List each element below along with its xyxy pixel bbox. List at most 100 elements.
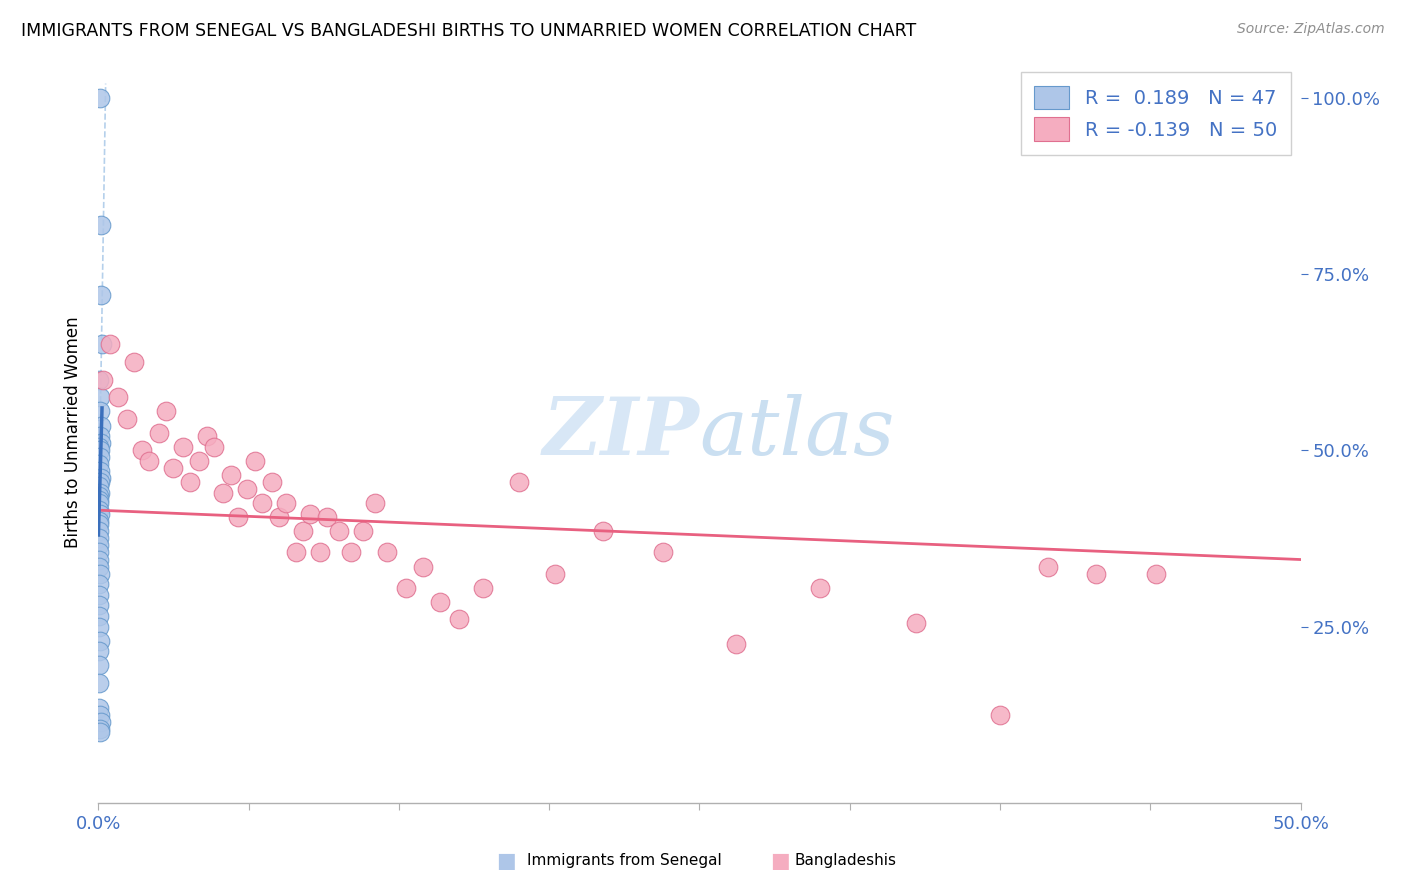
Point (89, 588, 111, 602)
Point (90, 436, 112, 450)
Point (87, 492, 110, 507)
Point (90, 418, 112, 433)
Point (179, 475, 201, 489)
Text: Source: ZipAtlas.com: Source: ZipAtlas.com (1237, 22, 1385, 37)
Point (340, 545, 363, 559)
Text: Immigrants from Senegal: Immigrants from Senegal (527, 854, 723, 868)
Point (89, 676, 111, 690)
Point (89, 722, 111, 736)
Point (124, 355, 146, 369)
Point (87, 577, 110, 591)
Text: atlas: atlas (700, 394, 894, 471)
Point (250, 496, 273, 510)
Point (87, 658, 110, 673)
Text: ZIP: ZIP (543, 394, 700, 471)
Point (89, 404, 111, 418)
Point (89, 707, 111, 722)
Point (315, 510, 337, 524)
Point (89, 464, 111, 478)
Point (89, 507, 111, 521)
Point (243, 454, 266, 468)
Point (274, 496, 297, 510)
Point (89, 566, 111, 581)
Point (89, 532, 111, 546)
Point (375, 545, 398, 559)
Point (89, 496, 111, 510)
Point (89, 440, 111, 454)
Point (89, 517, 111, 532)
Point (90, 218, 112, 232)
Point (1144, 566, 1167, 581)
Point (808, 581, 831, 595)
Point (89, 524, 111, 539)
Point (138, 454, 160, 468)
Point (89, 725, 111, 739)
Point (87, 599, 110, 613)
Point (236, 482, 259, 496)
Point (352, 524, 374, 539)
Point (89, 390, 111, 404)
Point (308, 545, 330, 559)
Point (89, 545, 111, 559)
Point (652, 545, 675, 559)
Point (291, 524, 314, 539)
Point (328, 524, 350, 539)
Point (904, 615, 927, 630)
Point (131, 443, 153, 458)
Point (89, 619, 111, 633)
Point (1085, 566, 1108, 581)
Point (89, 609, 111, 624)
Point (107, 390, 129, 404)
Point (592, 524, 614, 539)
Point (155, 404, 177, 418)
Point (89, 700, 111, 714)
Point (89, 475, 111, 489)
Point (202, 440, 225, 454)
Point (172, 440, 194, 454)
Point (988, 707, 1011, 722)
Point (395, 581, 418, 595)
Point (117, 411, 139, 425)
Point (87, 458, 110, 472)
Point (87, 514, 110, 528)
Point (91, 373, 114, 387)
Point (298, 507, 321, 521)
Point (89, 429, 111, 443)
Point (429, 595, 451, 609)
Point (89, 552, 111, 566)
Point (364, 496, 387, 510)
Point (226, 510, 249, 524)
Point (724, 637, 747, 651)
Point (1036, 559, 1059, 574)
Point (89, 443, 111, 458)
Point (90, 471, 112, 485)
Point (447, 612, 470, 626)
Point (267, 510, 290, 524)
Point (412, 559, 434, 574)
Point (90, 288, 112, 302)
Point (89, 644, 111, 658)
Point (472, 581, 495, 595)
Point (195, 429, 218, 443)
Point (91, 337, 114, 351)
Point (89, 503, 111, 517)
Point (89, 91, 111, 105)
Text: ■: ■ (496, 851, 516, 871)
Y-axis label: Births to Unmarried Women: Births to Unmarried Women (63, 317, 82, 549)
Point (89, 485, 111, 500)
Point (284, 545, 307, 559)
Point (87, 538, 110, 552)
Point (89, 450, 111, 465)
Point (508, 475, 530, 489)
Point (212, 485, 235, 500)
Point (89, 373, 111, 387)
Point (89, 633, 111, 648)
Text: ■: ■ (770, 851, 790, 871)
Point (162, 461, 184, 475)
Point (100, 337, 122, 351)
Point (148, 425, 170, 440)
Point (188, 454, 211, 468)
Point (219, 467, 242, 482)
Point (89, 489, 111, 503)
Legend: R =  0.189   N = 47, R = -0.139   N = 50: R = 0.189 N = 47, R = -0.139 N = 50 (1021, 72, 1291, 154)
